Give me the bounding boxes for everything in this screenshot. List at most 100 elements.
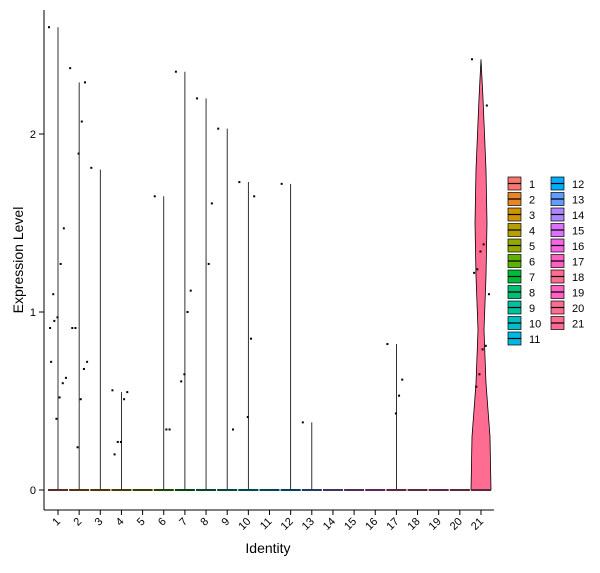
plot-area: [48, 26, 492, 491]
legend-label-10: 10: [529, 319, 541, 331]
point: [473, 271, 476, 274]
legend-label-21: 21: [572, 319, 584, 331]
point: [301, 421, 304, 424]
point: [174, 70, 177, 73]
point: [232, 428, 235, 431]
point: [475, 385, 478, 388]
point: [50, 360, 53, 363]
point: [485, 104, 488, 107]
legend-label-7: 7: [529, 272, 535, 284]
x-tick-label: 14: [321, 516, 338, 533]
x-tick-label: 20: [448, 516, 465, 533]
legend-label-16: 16: [572, 241, 584, 253]
point: [481, 348, 484, 351]
point: [59, 262, 62, 265]
point: [168, 428, 171, 431]
point: [238, 181, 241, 184]
point: [487, 293, 490, 296]
point: [280, 182, 283, 185]
point: [69, 67, 72, 70]
x-tick-label: 18: [406, 516, 423, 533]
point: [183, 373, 186, 376]
x-tick-label: 15: [342, 516, 359, 533]
point: [484, 344, 487, 347]
point: [61, 382, 64, 385]
legend-label-6: 6: [529, 257, 535, 269]
point: [249, 337, 252, 340]
x-tick-label: 17: [384, 516, 401, 533]
point: [53, 319, 56, 322]
point: [48, 26, 50, 29]
x-tick-label: 6: [156, 516, 169, 529]
y-tick-label: 2: [30, 129, 36, 141]
x-axis-title: Identity: [245, 540, 290, 556]
point: [52, 293, 55, 296]
point: [76, 446, 79, 449]
legend-label-14: 14: [572, 210, 584, 222]
point: [153, 195, 156, 198]
legend-label-4: 4: [529, 226, 535, 238]
legend-label-12: 12: [572, 179, 584, 191]
legend-label-5: 5: [529, 241, 535, 253]
x-tick-label: 8: [198, 516, 211, 529]
legend-label-8: 8: [529, 288, 535, 300]
point: [62, 227, 65, 230]
x-tick-label: 13: [300, 516, 317, 533]
point: [246, 416, 249, 419]
legend-label-13: 13: [572, 195, 584, 207]
x-tick-label: 16: [363, 516, 380, 533]
point: [196, 97, 199, 100]
point: [55, 417, 58, 420]
point: [71, 327, 74, 330]
y-tick-label: 0: [30, 485, 36, 497]
x-tick-label: 10: [236, 516, 253, 533]
x-tick-label: 19: [427, 516, 444, 533]
y-tick-label: 1: [30, 307, 36, 319]
point: [123, 398, 126, 401]
point: [398, 394, 401, 397]
point: [58, 396, 61, 399]
legend-label-18: 18: [572, 272, 584, 284]
x-tick-label: 7: [177, 516, 190, 529]
legend-label-20: 20: [572, 303, 584, 315]
point: [64, 376, 67, 379]
point: [80, 120, 83, 123]
point: [186, 311, 189, 313]
point: [217, 127, 220, 130]
legend-label-11: 11: [529, 334, 540, 346]
violin-21: [470, 59, 492, 491]
point: [253, 195, 256, 198]
point: [386, 343, 389, 346]
point: [56, 316, 59, 319]
point: [119, 440, 122, 443]
point: [86, 360, 89, 363]
x-tick-label: 3: [93, 516, 106, 529]
point: [401, 378, 404, 381]
legend-label-1: 1: [529, 179, 535, 191]
point: [180, 380, 183, 383]
point: [165, 428, 168, 431]
x-tick-label: 2: [71, 516, 84, 529]
point: [74, 327, 77, 330]
point: [394, 412, 397, 415]
point: [79, 398, 82, 401]
legend-label-17: 17: [572, 257, 584, 269]
point: [82, 367, 85, 370]
x-tick-label: 5: [135, 516, 148, 529]
x-tick-label: 9: [220, 516, 233, 529]
point: [479, 250, 482, 253]
x-tick-label: 12: [279, 516, 296, 533]
point: [126, 391, 129, 394]
point: [471, 58, 473, 61]
legend-label-2: 2: [529, 195, 535, 207]
y-axis-title: Expression Level: [10, 207, 26, 314]
x-tick-label: 1: [50, 516, 63, 529]
point: [90, 166, 93, 169]
point: [478, 373, 481, 376]
legend-label-9: 9: [529, 303, 535, 315]
point: [189, 289, 192, 292]
